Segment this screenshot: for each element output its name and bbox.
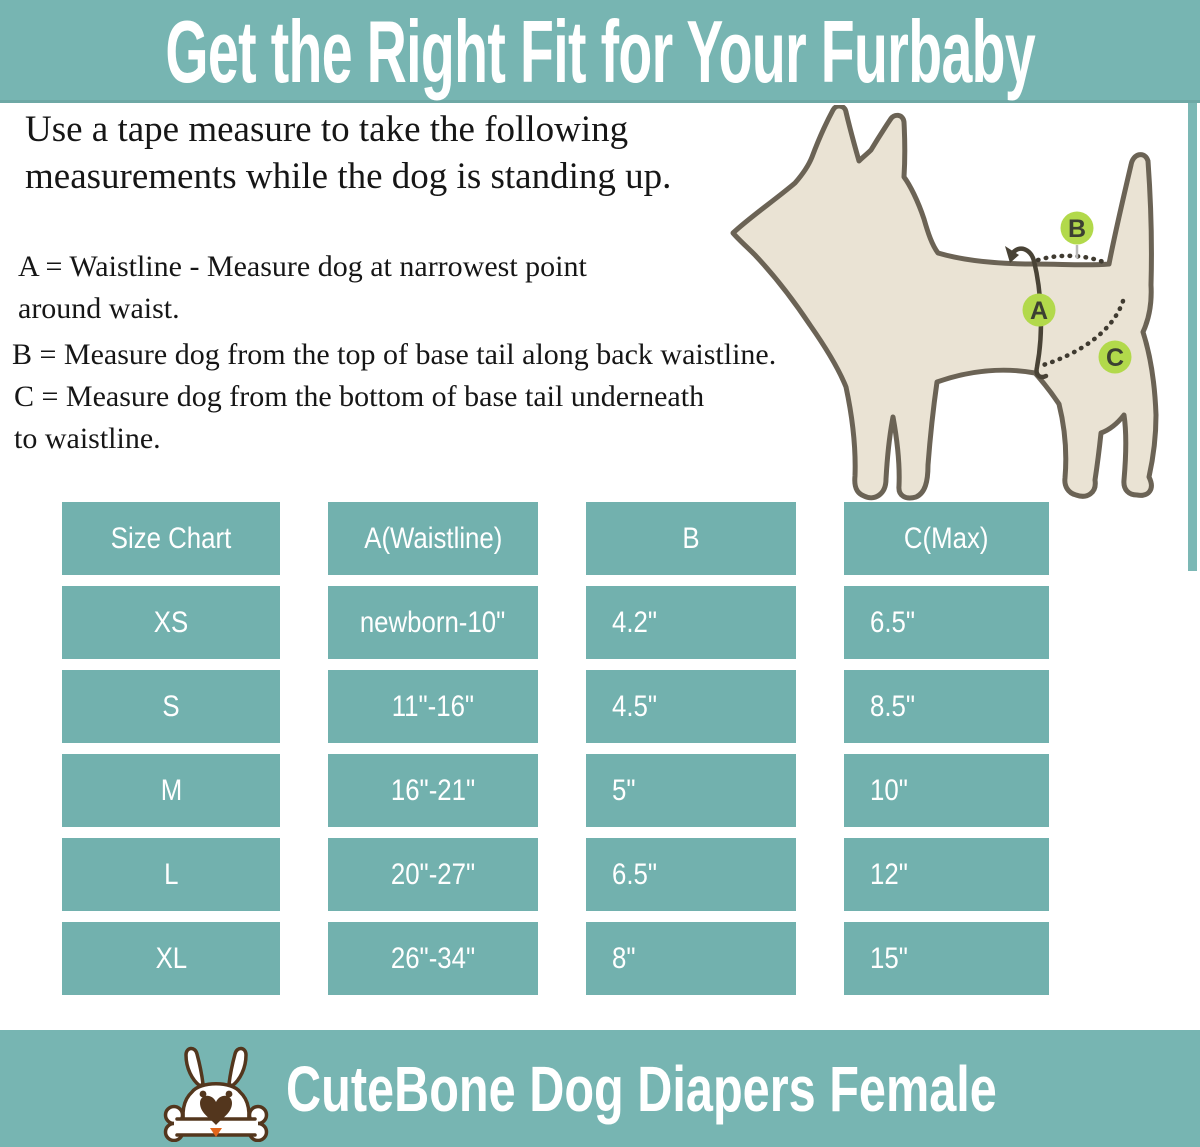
- intro-text: Use a tape measure to take the following…: [25, 106, 671, 200]
- badge-c-label: C: [1106, 344, 1124, 372]
- logo-bone: [163, 1104, 269, 1142]
- column-header-b: B: [586, 502, 796, 575]
- badge-b-circle: [1060, 211, 1094, 245]
- dotted-line-b: [1035, 253, 1109, 266]
- instruction-b: B = Measure dog from the top of base tai…: [12, 334, 776, 376]
- brand-title: CuteBone Dog Diapers Female: [286, 1052, 997, 1125]
- badge-a-label: A: [1030, 297, 1048, 325]
- table-cell-waistline: newborn-10": [328, 586, 538, 659]
- table-cell-size: L: [62, 838, 280, 911]
- table-cell-b: 4.2": [586, 586, 796, 659]
- logo-tongue: [210, 1128, 222, 1137]
- badge-c-circle: [1098, 340, 1132, 374]
- brand-title-wrap: CuteBone Dog Diapers Female: [286, 1030, 1200, 1147]
- logo-dog-right-ear: [227, 1046, 248, 1088]
- table-cell-size: M: [62, 754, 280, 827]
- waist-band-a-arrowhead: [1005, 246, 1019, 263]
- logo-heart-nose: [200, 1095, 232, 1125]
- logo-dog-left-ear: [184, 1046, 205, 1088]
- table-cell-size: XS: [62, 586, 280, 659]
- right-accent-strip: [1188, 103, 1197, 571]
- table-cell-b: 6.5": [586, 838, 796, 911]
- table-cell-size: S: [62, 670, 280, 743]
- table-cell-b: 8": [586, 922, 796, 995]
- logo-dog-left-eye: [199, 1090, 207, 1098]
- instruction-b-line-1: B = Measure dog from the top of base tai…: [12, 338, 777, 371]
- intro-line-2: measurements while the dog is standing u…: [25, 156, 672, 197]
- table-cell-waistline: 26"-34": [328, 922, 538, 995]
- column-header-cmax: C(Max): [844, 502, 1049, 575]
- table-cell-waistline: 11"-16": [328, 670, 538, 743]
- table-cell-cmax: 12": [844, 838, 1049, 911]
- instruction-c-line-1: C = Measure dog from the bottom of base …: [14, 380, 705, 413]
- intro-line-1: Use a tape measure to take the following: [25, 109, 629, 150]
- instruction-a-line-2: around waist.: [18, 292, 180, 325]
- table-cell-b: 4.5": [586, 670, 796, 743]
- table-cell-size: XL: [62, 922, 280, 995]
- instruction-a-line-1: A = Waistline - Measure dog at narrowest…: [18, 250, 587, 283]
- table-cell-cmax: 15": [844, 922, 1049, 995]
- instruction-c: C = Measure dog from the bottom of base …: [14, 376, 704, 460]
- badge-a-circle: [1022, 293, 1056, 327]
- instruction-c-line-2: to waistline.: [14, 422, 161, 455]
- column-header-size: Size Chart: [62, 502, 280, 575]
- size-chart-table: Size Chart A(Waistline) B C(Max) XS newb…: [62, 502, 1049, 995]
- brand-logo: [163, 1046, 269, 1142]
- dog-measurement-figure: B A C: [730, 105, 1159, 501]
- badge-b: B: [1060, 211, 1094, 245]
- logo-dog-right-eye: [225, 1090, 233, 1098]
- instruction-a: A = Waistline - Measure dog at narrowest…: [18, 246, 587, 330]
- table-cell-waistline: 20"-27": [328, 838, 538, 911]
- table-cell-cmax: 10": [844, 754, 1049, 827]
- header-banner: Get the Right Fit for Your Furbaby: [0, 0, 1200, 103]
- waist-band-a: [1031, 258, 1049, 380]
- table-cell-cmax: 6.5": [844, 586, 1049, 659]
- table-cell-waistline: 16"-21": [328, 754, 538, 827]
- dotted-line-c: [1037, 298, 1126, 369]
- dog-illustration: [730, 105, 1159, 501]
- table-cell-cmax: 8.5": [844, 670, 1049, 743]
- badge-b-label: B: [1068, 215, 1086, 243]
- badge-c: C: [1098, 340, 1132, 374]
- page-title: Get the Right Fit for Your Furbaby: [165, 1, 1035, 101]
- column-header-waistline: A(Waistline): [328, 502, 538, 575]
- table-cell-b: 5": [586, 754, 796, 827]
- badge-a: A: [1022, 293, 1056, 327]
